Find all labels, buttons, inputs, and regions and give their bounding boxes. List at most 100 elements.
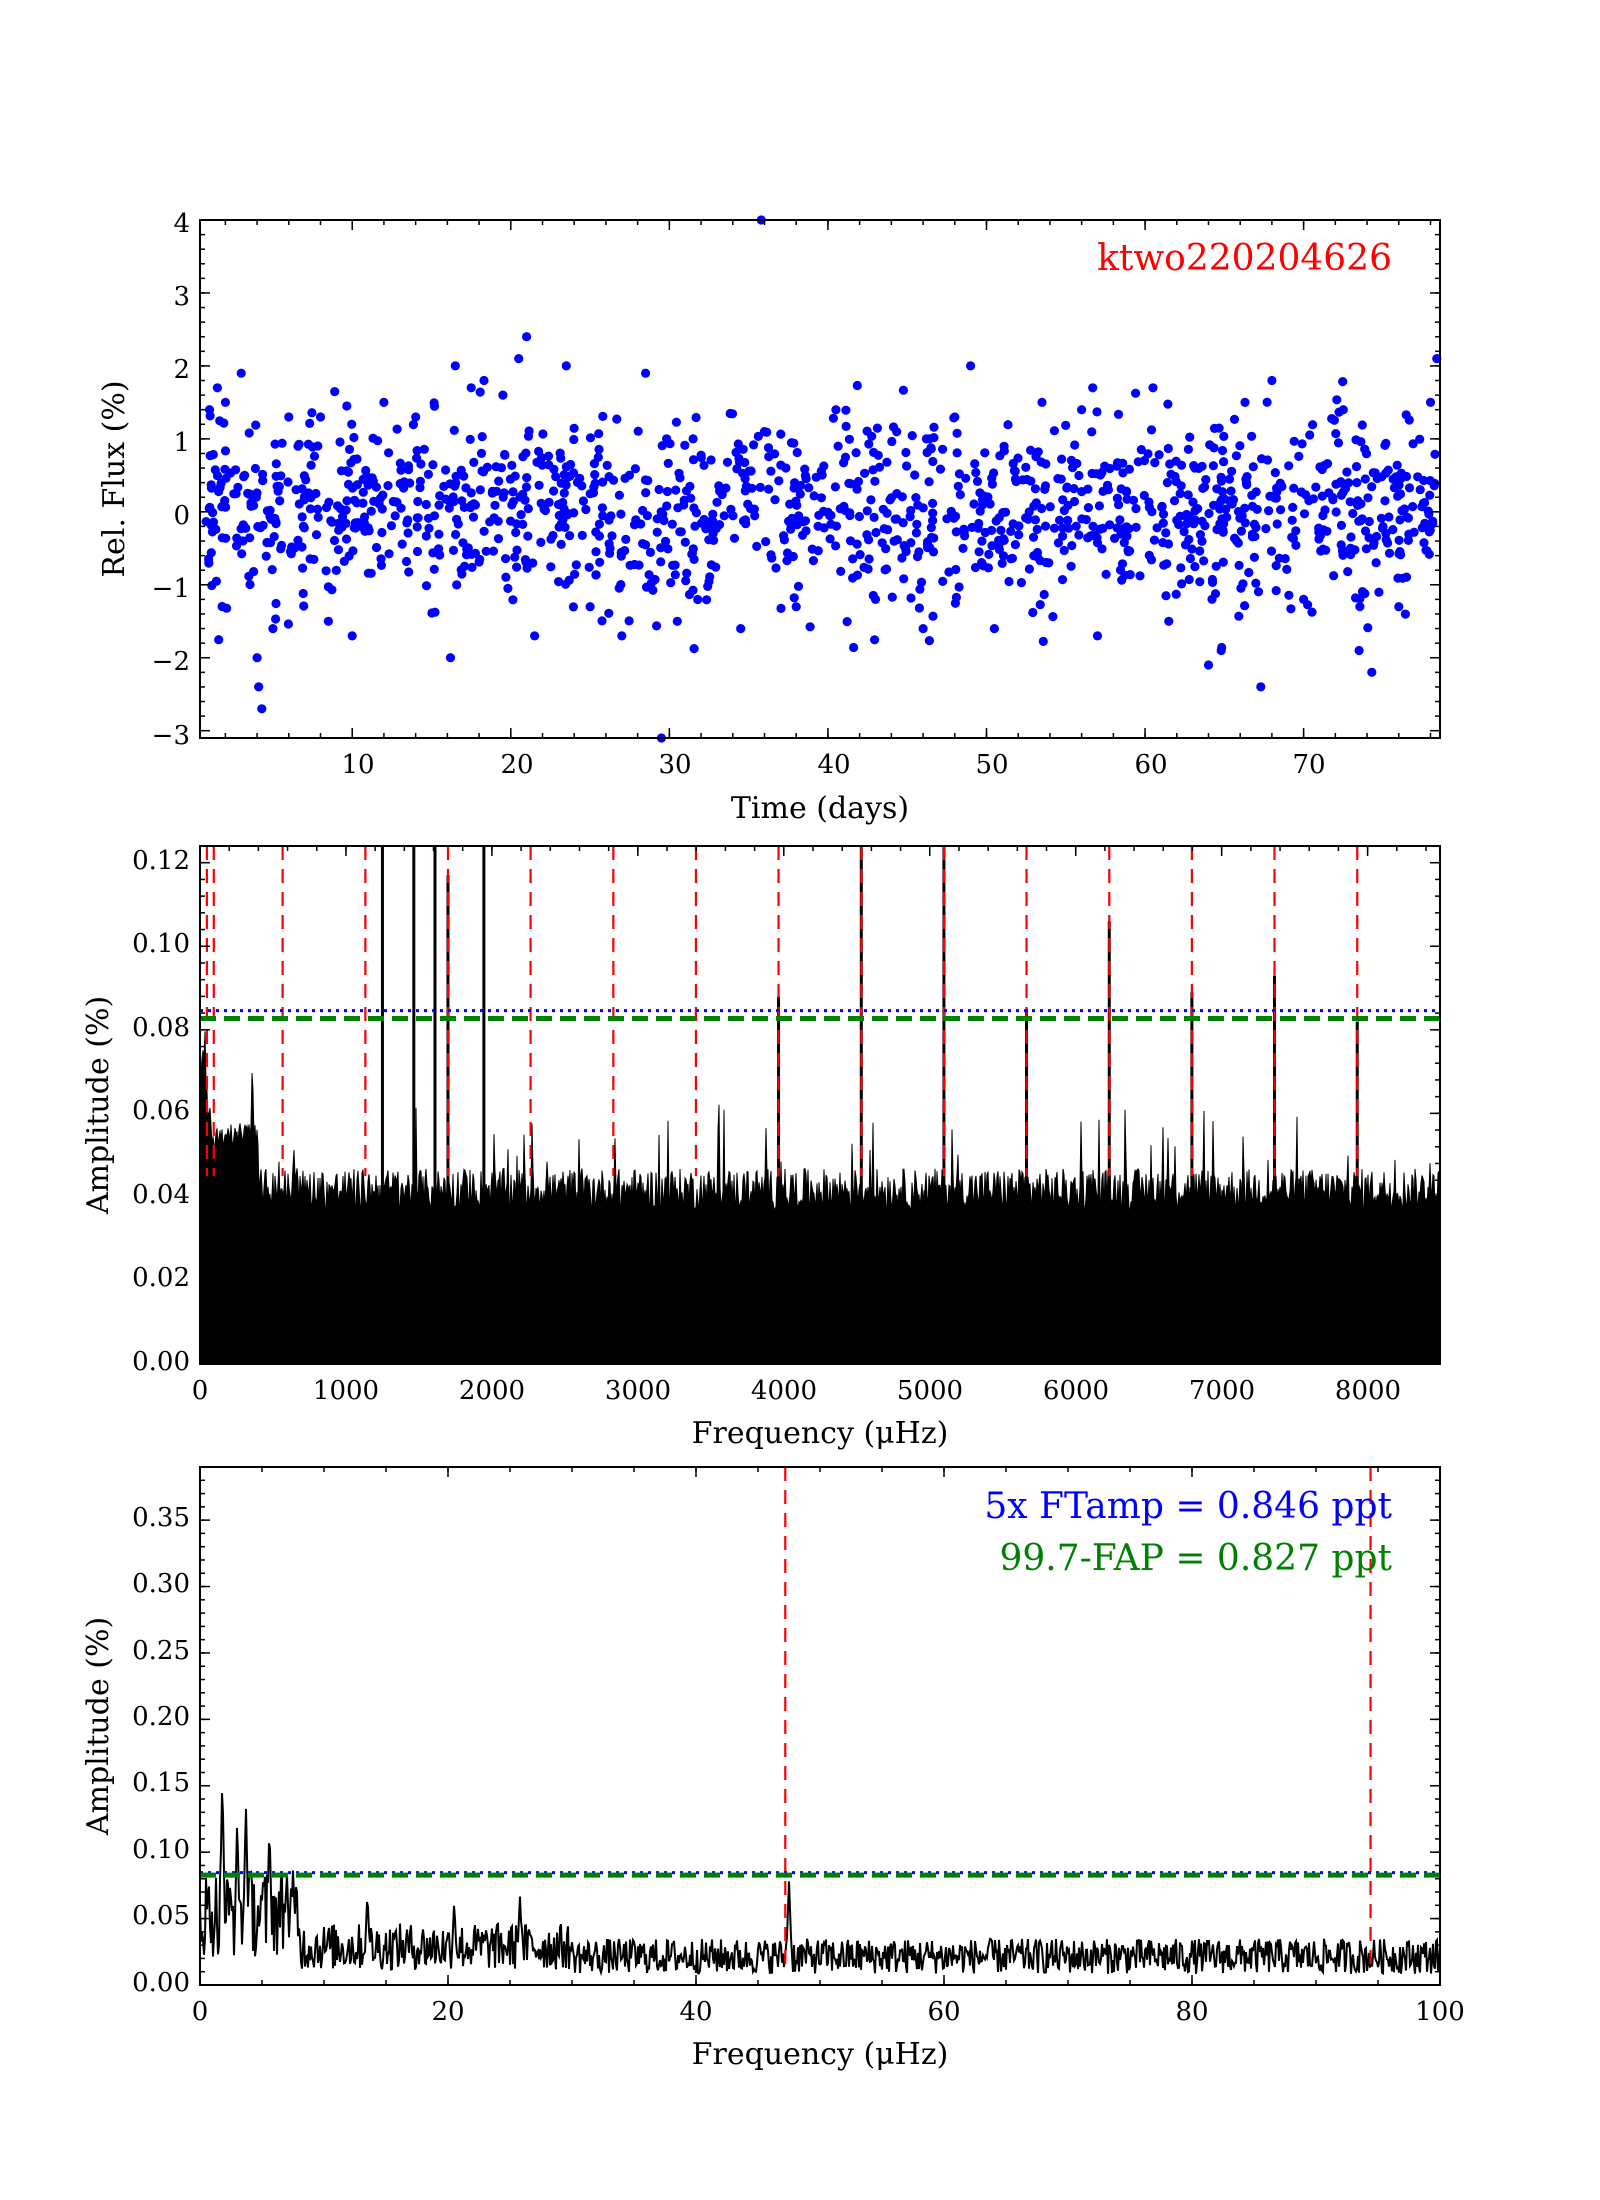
flux-point <box>1077 514 1087 524</box>
flux-point <box>1276 505 1286 515</box>
flux-point <box>1253 587 1264 597</box>
flux-point <box>212 383 222 393</box>
flux-point <box>1172 515 1182 525</box>
full-spectrum-x-tick-label: 6000 <box>1043 1376 1109 1406</box>
flux-point <box>910 470 920 480</box>
flux-point <box>1176 460 1187 470</box>
flux-point <box>498 492 508 502</box>
zoom-spectrum-y-tick-label: 0.00 <box>132 1968 190 1998</box>
flux-point <box>1041 557 1051 568</box>
flux-point <box>271 459 281 469</box>
flux-point <box>594 444 604 454</box>
flux-point <box>690 521 700 531</box>
flux-point <box>1166 469 1176 479</box>
flux-point <box>1049 523 1060 533</box>
flux-point <box>246 498 256 508</box>
flux-point <box>215 483 225 493</box>
flux-point <box>1357 420 1367 430</box>
flux-point <box>516 509 526 520</box>
flux-point <box>741 519 751 529</box>
flux-point <box>511 527 521 538</box>
flux-point <box>869 447 879 457</box>
flux-point <box>727 409 738 419</box>
flux-point <box>435 491 445 501</box>
flux-point <box>689 503 699 513</box>
flux-point <box>977 500 988 510</box>
star-id-label: ktwo220204626 <box>1097 238 1392 279</box>
flux-point <box>1103 485 1113 495</box>
flux-point <box>906 505 916 516</box>
flux-point <box>1040 521 1051 531</box>
flux-point <box>953 481 963 491</box>
flux-point <box>1021 513 1031 523</box>
flux-point <box>585 602 595 612</box>
light-curve-y-tick-label: −3 <box>152 721 190 751</box>
flux-point <box>614 490 625 500</box>
flux-point <box>1131 388 1141 398</box>
flux-point <box>620 473 630 483</box>
flux-point <box>1262 397 1272 407</box>
light-curve-y-tick-label: −2 <box>152 647 190 677</box>
flux-point <box>1095 470 1105 480</box>
flux-point <box>621 534 631 545</box>
flux-point <box>630 464 641 474</box>
flux-point <box>475 387 485 397</box>
flux-point <box>1296 487 1306 497</box>
full-spectrum-x-tick-label: 4000 <box>751 1376 817 1406</box>
flux-point <box>741 481 752 491</box>
flux-point <box>233 482 243 492</box>
full-spectrum-x-tick-label: 3000 <box>605 1376 671 1406</box>
flux-point <box>836 566 846 577</box>
flux-point <box>333 518 343 528</box>
flux-point <box>1183 490 1193 500</box>
flux-point <box>1116 484 1126 494</box>
flux-point <box>912 519 922 529</box>
flux-point <box>852 380 862 391</box>
flux-point <box>914 603 925 613</box>
flux-point <box>1074 530 1084 540</box>
flux-point <box>459 502 469 512</box>
flux-point <box>955 490 965 500</box>
flux-point <box>638 539 648 549</box>
flux-point <box>528 558 538 568</box>
flux-point <box>501 572 511 582</box>
flux-point <box>1197 536 1207 546</box>
flux-point <box>1113 409 1124 419</box>
flux-point <box>307 442 318 452</box>
flux-point <box>403 461 414 471</box>
flux-point <box>445 479 455 489</box>
flux-point <box>1131 522 1141 532</box>
flux-point <box>1430 478 1440 488</box>
flux-point <box>667 519 677 529</box>
flux-point <box>696 453 706 463</box>
flux-point <box>1331 507 1341 517</box>
flux-point <box>1314 534 1324 544</box>
flux-point <box>872 423 883 433</box>
flux-point <box>404 567 414 577</box>
flux-point <box>1363 623 1373 633</box>
flux-point <box>1424 527 1434 537</box>
flux-point <box>505 474 515 484</box>
flux-point <box>1234 611 1244 621</box>
flux-point <box>907 431 917 441</box>
flux-point <box>500 449 510 460</box>
flux-point <box>689 644 699 654</box>
flux-point <box>283 477 293 487</box>
flux-point <box>598 477 608 487</box>
flux-point <box>952 448 962 458</box>
flux-point <box>577 530 587 541</box>
flux-point <box>503 583 513 594</box>
flux-point <box>771 563 781 573</box>
flux-point <box>376 560 386 571</box>
flux-points <box>201 215 1442 743</box>
flux-point <box>347 631 357 641</box>
flux-point <box>1217 445 1228 456</box>
flux-point <box>262 506 272 516</box>
flux-point <box>1332 395 1342 405</box>
flux-point <box>749 504 759 514</box>
zoom-spectrum-y-tick-label: 0.10 <box>132 1835 190 1865</box>
flux-point <box>688 455 699 465</box>
flux-point <box>559 488 569 498</box>
flux-point <box>862 426 872 436</box>
flux-point <box>1070 440 1080 450</box>
